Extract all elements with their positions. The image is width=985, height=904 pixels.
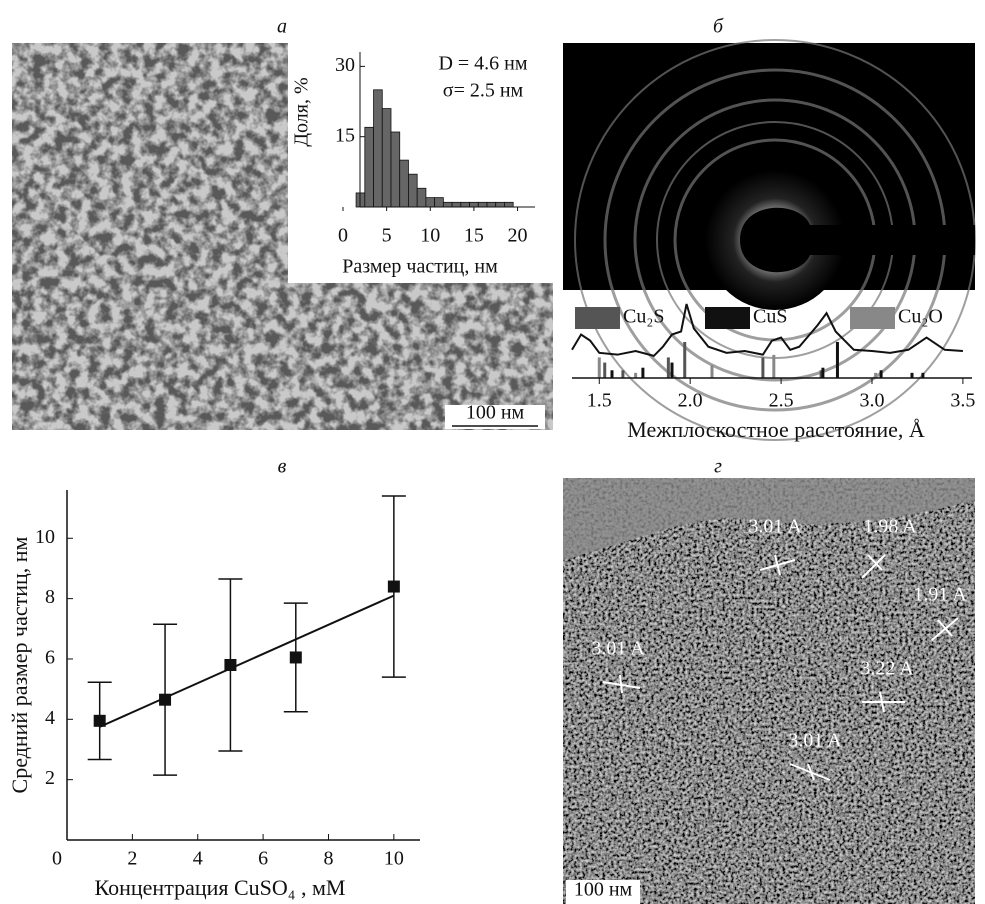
x-tick-label: 5: [382, 225, 392, 247]
panel-label: а: [277, 16, 287, 38]
point: [290, 651, 302, 663]
panel-label: б: [713, 16, 724, 38]
annotation: D = 4.6 нм: [438, 53, 527, 75]
x-tick-label: 10: [420, 225, 440, 247]
x-axis-title: Межплоскостное расстояние, Å: [627, 417, 925, 442]
hist-bar: [365, 127, 374, 207]
y-axis-title: Средний размер частиц, нм: [7, 536, 32, 793]
legend-label: Cu₂O: [898, 306, 943, 328]
x-tick-label: 8: [323, 848, 333, 870]
hist-bar: [417, 188, 426, 207]
x-tick-label: 3.5: [950, 390, 975, 412]
y-tick-label: 8: [45, 586, 55, 608]
point: [159, 694, 171, 706]
hist-bar: [487, 202, 496, 207]
hist-bar: [435, 198, 444, 207]
x-tick-label: 2.0: [678, 390, 703, 412]
y-tick-label: 4: [45, 707, 55, 729]
panel-label: в: [278, 456, 287, 478]
hist-bar: [496, 202, 505, 207]
hist-bar: [391, 132, 400, 207]
hist-bar: [408, 174, 417, 207]
x-tick-label: 4: [193, 848, 203, 870]
lattice-spacing: 1.98 A: [863, 516, 917, 538]
legend-label: CuS: [753, 306, 787, 328]
y-tick-label: 30: [335, 54, 355, 76]
point: [224, 659, 236, 671]
x-axis-title: Размер частиц, нм: [342, 256, 498, 278]
scale-bar-label: 100 нм: [574, 879, 633, 901]
lattice-spacing: 3.01 A: [788, 730, 842, 752]
hist-bar: [470, 202, 479, 207]
hist-bar: [504, 202, 513, 207]
y-tick-label: 15: [335, 124, 355, 146]
scale-bar-label: 100 нм: [466, 402, 525, 424]
hist-bar: [374, 90, 383, 207]
lattice-spacing: 3.01 A: [591, 638, 645, 660]
annotation: σ= 2.5 нм: [443, 80, 524, 102]
y-axis-title: Доля, %: [291, 77, 313, 146]
x-tick-label: 6: [258, 848, 268, 870]
legend-swatch: [850, 307, 895, 329]
legend-swatch: [575, 307, 620, 329]
x-tick-label: 15: [464, 225, 484, 247]
x-tick-label: 1.5: [587, 390, 612, 412]
legend-label: Cu₂S: [623, 306, 664, 328]
point: [94, 715, 106, 727]
y-tick-label: 6: [45, 647, 55, 669]
legend-swatch: [705, 307, 750, 329]
hist-bar: [426, 198, 435, 207]
point: [388, 581, 400, 593]
hist-bar: [478, 202, 487, 207]
hist-bar: [443, 202, 452, 207]
hist-bar: [382, 109, 391, 207]
x-tick-label: 2.5: [769, 390, 794, 412]
x-axis-title: Концентрация CuSO₄ , мМ: [95, 875, 346, 900]
hist-bar: [452, 202, 461, 207]
x-tick-label: 0: [52, 848, 62, 870]
lattice-spacing: 3.01 A: [748, 516, 802, 538]
y-tick-label: 10: [35, 526, 55, 548]
hist-bar: [461, 202, 470, 207]
hist-bar: [400, 160, 409, 207]
hrtem-texture: [563, 478, 975, 904]
x-tick-label: 3.0: [860, 390, 885, 412]
x-tick-label: 10: [384, 848, 404, 870]
x-tick-label: 20: [508, 225, 528, 247]
x-tick-label: 2: [127, 848, 137, 870]
x-tick-label: 0: [338, 225, 348, 247]
fit-line: [100, 596, 394, 727]
lattice-spacing: 1.91 A: [913, 584, 967, 606]
y-tick-label: 2: [45, 767, 55, 789]
panel-label: г: [714, 456, 722, 478]
figure: а 100 нм б в г 3.01 A 1.98 A 1.91 A 3.01…: [0, 0, 985, 904]
lattice-spacing: 3.22 A: [860, 658, 914, 680]
